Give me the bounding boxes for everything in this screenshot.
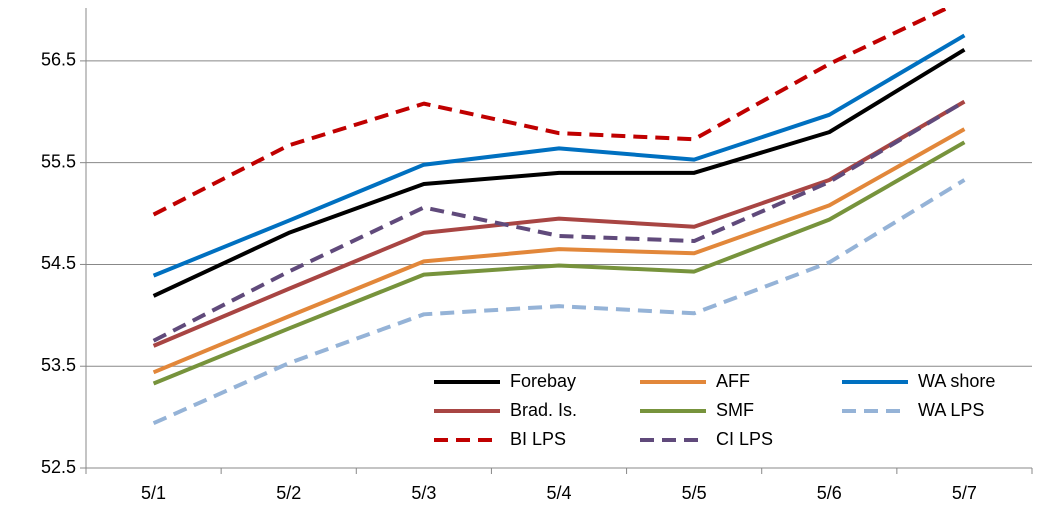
series-line bbox=[152, 33, 966, 278]
series-line bbox=[152, 8, 952, 217]
x-tick-label: 5/3 bbox=[411, 483, 436, 503]
legend-label: SMF bbox=[716, 400, 754, 420]
legend-box bbox=[420, 370, 1030, 466]
x-tick-label: 5/1 bbox=[141, 483, 166, 503]
series-line bbox=[152, 140, 966, 386]
series-line bbox=[152, 178, 966, 426]
x-tick-label: 5/4 bbox=[546, 483, 571, 503]
axis-layer: 52.5 53.5 54.5 55.5 56.5 5/1 5/2 5/3 5/4 5/5 5/6 5/… bbox=[41, 8, 1033, 503]
y-tick-label: 53.5 bbox=[41, 355, 76, 375]
series-line bbox=[152, 127, 966, 375]
series-line bbox=[152, 99, 966, 348]
y-tick-label: 55.5 bbox=[41, 151, 76, 171]
y-tick-label: 54.5 bbox=[41, 253, 76, 273]
x-tick-label: 5/5 bbox=[682, 483, 707, 503]
legend-label: Brad. Is. bbox=[510, 400, 577, 420]
series-line bbox=[152, 47, 966, 298]
legend-label: WA shore bbox=[918, 371, 995, 391]
x-tick-label: 5/7 bbox=[952, 483, 977, 503]
legend-label: WA LPS bbox=[918, 400, 984, 420]
legend: Forebay AFF WA shore Brad. Is. SMF WA LPS BI L… bbox=[420, 370, 1030, 466]
legend-label: AFF bbox=[716, 371, 750, 391]
line-layer bbox=[152, 8, 966, 426]
legend-label: CI LPS bbox=[716, 429, 773, 449]
legend-label: BI LPS bbox=[510, 429, 566, 449]
x-tick-label: 5/6 bbox=[817, 483, 842, 503]
y-tick-label: 56.5 bbox=[41, 50, 76, 70]
x-tick-label: 5/2 bbox=[276, 483, 301, 503]
legend-label: Forebay bbox=[510, 371, 576, 391]
y-tick-label: 52.5 bbox=[41, 457, 76, 477]
